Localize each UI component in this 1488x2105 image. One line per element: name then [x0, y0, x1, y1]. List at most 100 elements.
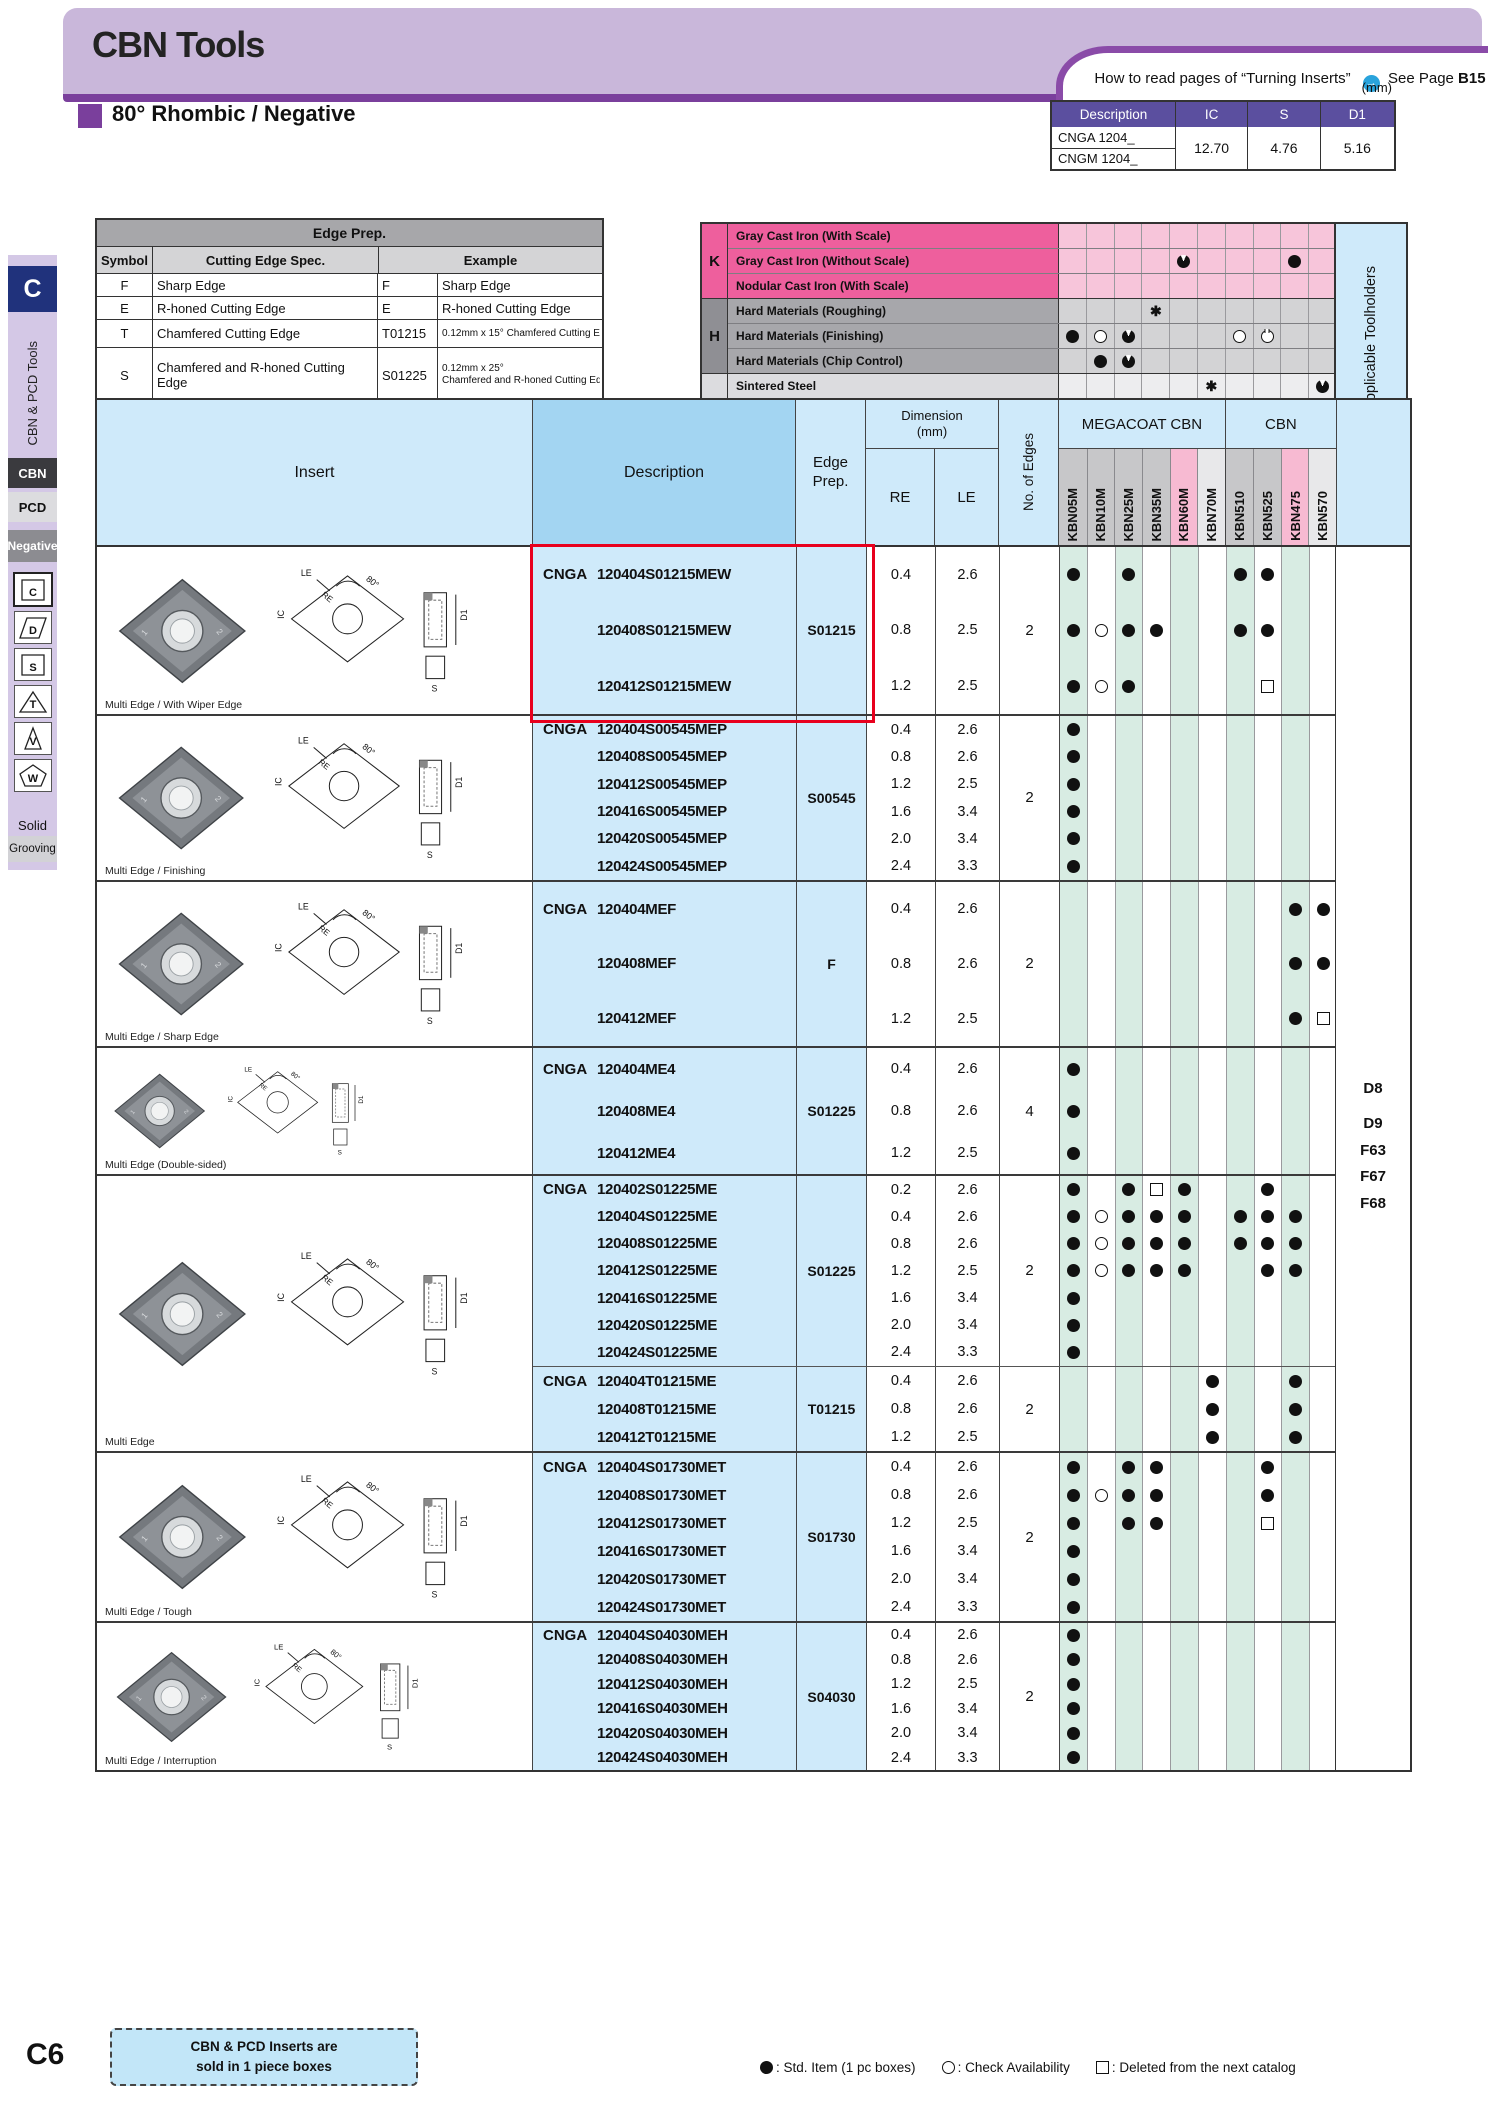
sidebar-item-pcd[interactable]: PCD — [8, 492, 57, 522]
availability-cell — [1197, 1481, 1226, 1509]
availability-cell — [1281, 936, 1310, 992]
sidebar-item-cbn[interactable]: CBN — [8, 458, 57, 488]
see-page-label[interactable]: See Page — [1387, 70, 1454, 87]
toolholder-page-ref[interactable]: F68 — [1360, 1195, 1386, 1212]
sidebar-shape-tab-s[interactable]: S — [13, 648, 52, 681]
availability-cell — [1086, 1593, 1115, 1621]
availability-cell — [1253, 1509, 1282, 1537]
insert-photo: 1 2 — [118, 746, 244, 850]
toolholder-page-ref[interactable]: F63 — [1360, 1142, 1386, 1159]
re-value: 0.8 — [866, 743, 935, 771]
availability-mark-dot — [1289, 902, 1303, 916]
le-value: 3.4 — [935, 1721, 999, 1746]
availability-cell — [1309, 882, 1337, 937]
availability-cell — [1141, 224, 1170, 248]
availability-cell — [1086, 882, 1115, 937]
availability-cell — [1085, 349, 1114, 373]
sidebar-shape-tab-t[interactable]: T — [13, 685, 52, 718]
square-shape-icon: C — [20, 578, 45, 601]
availability-cell — [1113, 349, 1142, 373]
insert-photo: 1 2 — [116, 1651, 227, 1742]
re-value: 0.4 — [866, 1203, 935, 1231]
availability-mark-circle — [1094, 1237, 1108, 1251]
availability-mark-square — [1261, 679, 1275, 693]
availability-mark-dot — [1317, 957, 1331, 971]
availability-cell — [1225, 1696, 1254, 1721]
sidebar-shape-tab-d[interactable]: D — [13, 611, 52, 644]
availability-cell — [1114, 1284, 1143, 1312]
availability-cell — [1059, 1623, 1087, 1648]
re-value: 1.6 — [866, 1696, 935, 1721]
svg-text:80°: 80° — [329, 1647, 344, 1661]
svg-text:1: 1 — [134, 1693, 143, 1702]
availability-mark-star: ✱ — [1149, 302, 1162, 319]
availability-cell — [1225, 1537, 1254, 1565]
availability-cell — [1197, 1048, 1226, 1090]
sidebar-tab-c[interactable]: C — [8, 266, 57, 312]
insert-group: 1 2 LE RE 80° IC D1 S Multi Edge / With … — [97, 544, 1410, 723]
le-value: 2.6 — [935, 882, 999, 937]
toolholder-page-ref[interactable]: D8 — [1363, 1080, 1383, 1097]
material-name: Nodular Cast Iron (With Scale) — [728, 274, 1059, 298]
availability-cell — [1170, 770, 1198, 798]
availability-cell — [1059, 1090, 1087, 1132]
availability-cell — [1170, 1509, 1198, 1537]
availability-cell — [1142, 1509, 1171, 1537]
availability-cell — [1197, 1696, 1226, 1721]
sidebar-shape-tab-v[interactable]: V — [13, 722, 52, 755]
insert-graphic: 1 2 LE RE 80° IC D1 S — [118, 567, 469, 693]
material-row: Sintered Steel ✱ — [728, 374, 1336, 398]
availability-cell — [1253, 991, 1282, 1046]
insert-code-prefix: CNGA — [543, 1458, 588, 1476]
availability-cell — [1085, 249, 1114, 273]
availability-cell — [1309, 1284, 1337, 1312]
availability-cell — [1253, 1672, 1282, 1697]
availability-cell — [1113, 274, 1142, 298]
availability-cell — [1308, 374, 1336, 398]
sidebar-item-negative[interactable]: Negative — [7, 530, 58, 562]
insert-code: 120404S00545MEP — [597, 721, 727, 739]
col-header-le: LE — [957, 488, 976, 506]
col-header-insert: Insert — [97, 400, 532, 545]
insert-code: 120408S00545MEP — [597, 748, 727, 766]
application-group: K Gray Cast Iron (With Scale) Gray Cast Ir… — [702, 224, 1336, 298]
insert-side-views — [331, 1083, 356, 1146]
insert-graphic: 1 2 LE RE 80° IC D1 S — [118, 736, 464, 860]
insert-code-prefix: CNGA — [543, 566, 588, 584]
insert-drawing — [288, 743, 401, 829]
availability-mark-dot — [1205, 1430, 1219, 1444]
sidebar-item-solid[interactable]: Solid — [18, 818, 47, 833]
availability-cell — [1197, 1672, 1226, 1697]
availability-cell — [1059, 1257, 1087, 1285]
availability-cell — [1114, 1257, 1143, 1285]
edge-prep-code: S04030 — [796, 1623, 866, 1770]
availability-cell — [1086, 1745, 1115, 1770]
toolholder-page-ref[interactable]: F67 — [1360, 1168, 1386, 1185]
availability-cell — [1169, 224, 1198, 248]
availability-cell — [1309, 1338, 1337, 1366]
sidebar-shape-tab-w[interactable]: W — [13, 759, 52, 792]
availability-cell — [1253, 1048, 1282, 1090]
availability-cell — [1253, 1132, 1282, 1174]
availability-mark-dot — [1066, 1488, 1080, 1502]
availability-cell — [1059, 547, 1087, 603]
see-page-ref[interactable]: B15 — [1458, 70, 1486, 87]
toolholder-page-ref[interactable]: D9 — [1363, 1115, 1383, 1132]
availability-cell — [1225, 882, 1254, 937]
sidebar-item-grooving[interactable]: Grooving — [8, 836, 57, 862]
availability-cell — [1169, 349, 1198, 373]
insert-code-cell: 120420S01225ME — [533, 1311, 796, 1339]
availability-cell — [1309, 1423, 1337, 1451]
availability-cell — [1114, 1367, 1143, 1395]
availability-cell — [1141, 324, 1170, 348]
availability-cell — [1059, 882, 1087, 937]
availability-cell — [1086, 1132, 1115, 1174]
availability-mark-dot — [1122, 679, 1136, 693]
insert-code-cell: 120412S00545MEP — [533, 770, 796, 798]
insert-code-cell: 120412S01730MET — [533, 1509, 796, 1537]
sidebar-shape-tab-c[interactable]: C — [12, 572, 53, 607]
availability-cell — [1225, 1338, 1254, 1366]
insert-code-cell: 120420S01730MET — [533, 1565, 796, 1593]
availability-cell — [1308, 224, 1336, 248]
availability-cell — [1253, 797, 1282, 826]
